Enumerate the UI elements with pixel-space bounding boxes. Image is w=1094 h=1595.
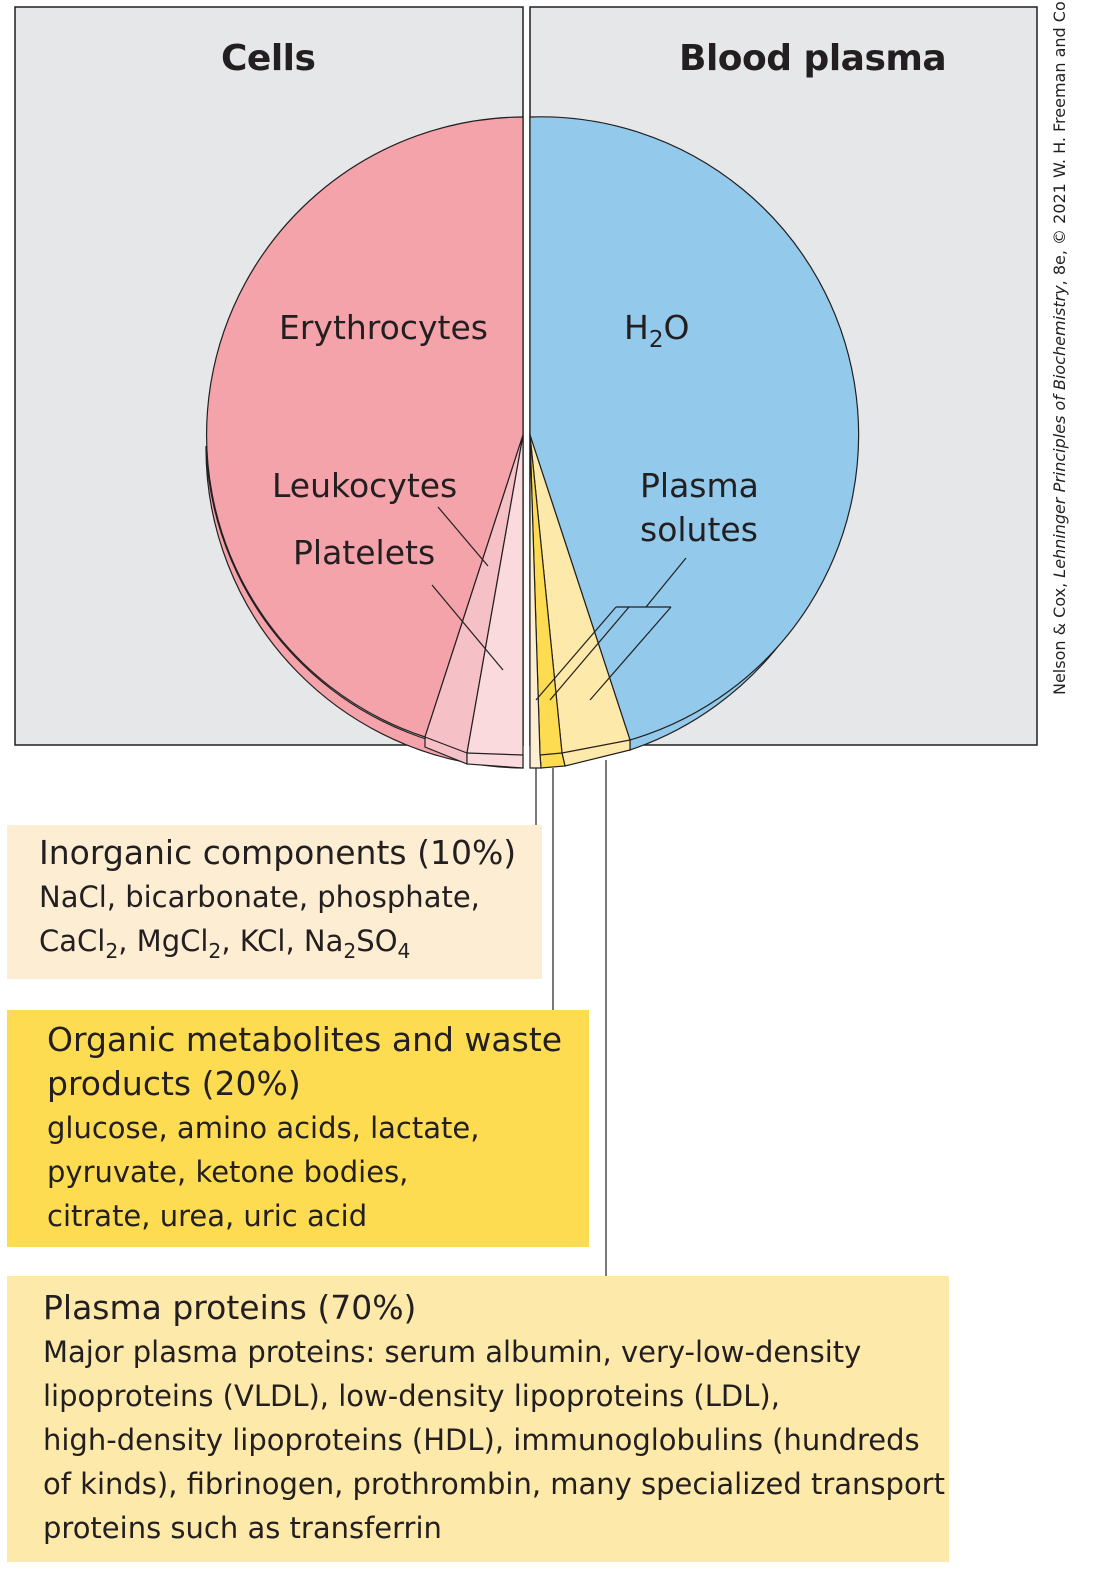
plasma-solutes-label-line1: Plasma	[640, 466, 759, 505]
platelets-slice	[466, 434, 524, 769]
proteins-title: Plasma proteins (70%)	[43, 1288, 417, 1327]
proteins-line-3: high-density lipoproteins (HDL), immunog…	[43, 1423, 920, 1457]
inorganic-line-1: NaCl, bicarbonate, phosphate,	[39, 880, 480, 914]
water-label: H2O	[624, 308, 690, 354]
proteins-line-4: of kinds), fibrinogen, prothrombin, many…	[43, 1467, 945, 1501]
plasma-solutes-leader	[535, 557, 687, 701]
plasma-solutes-label-line2: solutes	[640, 510, 758, 549]
inorganic-line-2: CaCl2, MgCl2, KCl, Na2SO4	[39, 924, 411, 964]
water-slice	[529, 116, 860, 741]
platelets-label: Platelets	[293, 533, 436, 572]
organic-title-2: products (20%)	[47, 1064, 301, 1103]
inorganic-box: Inorganic components (10%) NaCl, bicarbo…	[7, 825, 542, 979]
inorganic-slice	[529, 434, 542, 769]
leukocytes-leader	[437, 506, 489, 567]
proteins-line-5: proteins such as transferrin	[43, 1511, 442, 1545]
organic-title-1: Organic metabolites and waste	[47, 1020, 563, 1059]
proteins-line-2: lipoproteins (VLDL), low-density lipopro…	[43, 1379, 780, 1413]
platelets-leader	[431, 584, 504, 671]
blood-plasma-title: Blood plasma	[679, 38, 947, 79]
organic-line-1: glucose, amino acids, lactate,	[47, 1111, 480, 1145]
cells-disc-edge	[205, 445, 524, 769]
credit-text: Nelson & Cox, Lehninger Principles of Bi…	[1050, 0, 1069, 695]
inorganic-title: Inorganic components (10%)	[39, 833, 517, 872]
erythrocytes-slice	[205, 116, 524, 738]
organic-line-3: citrate, urea, uric acid	[47, 1199, 368, 1233]
organic-box: Organic metabolites and waste products (…	[7, 1010, 589, 1247]
organic-line-2: pyruvate, ketone bodies,	[47, 1155, 409, 1189]
leukocytes-label: Leukocytes	[272, 466, 458, 505]
proteins-line-1: Major plasma proteins: serum albumin, ve…	[43, 1335, 862, 1369]
proteins-box: Plasma proteins (70%) Major plasma prote…	[7, 1276, 949, 1562]
cells-title: Cells	[221, 38, 316, 79]
erythrocytes-label: Erythrocytes	[279, 308, 488, 347]
